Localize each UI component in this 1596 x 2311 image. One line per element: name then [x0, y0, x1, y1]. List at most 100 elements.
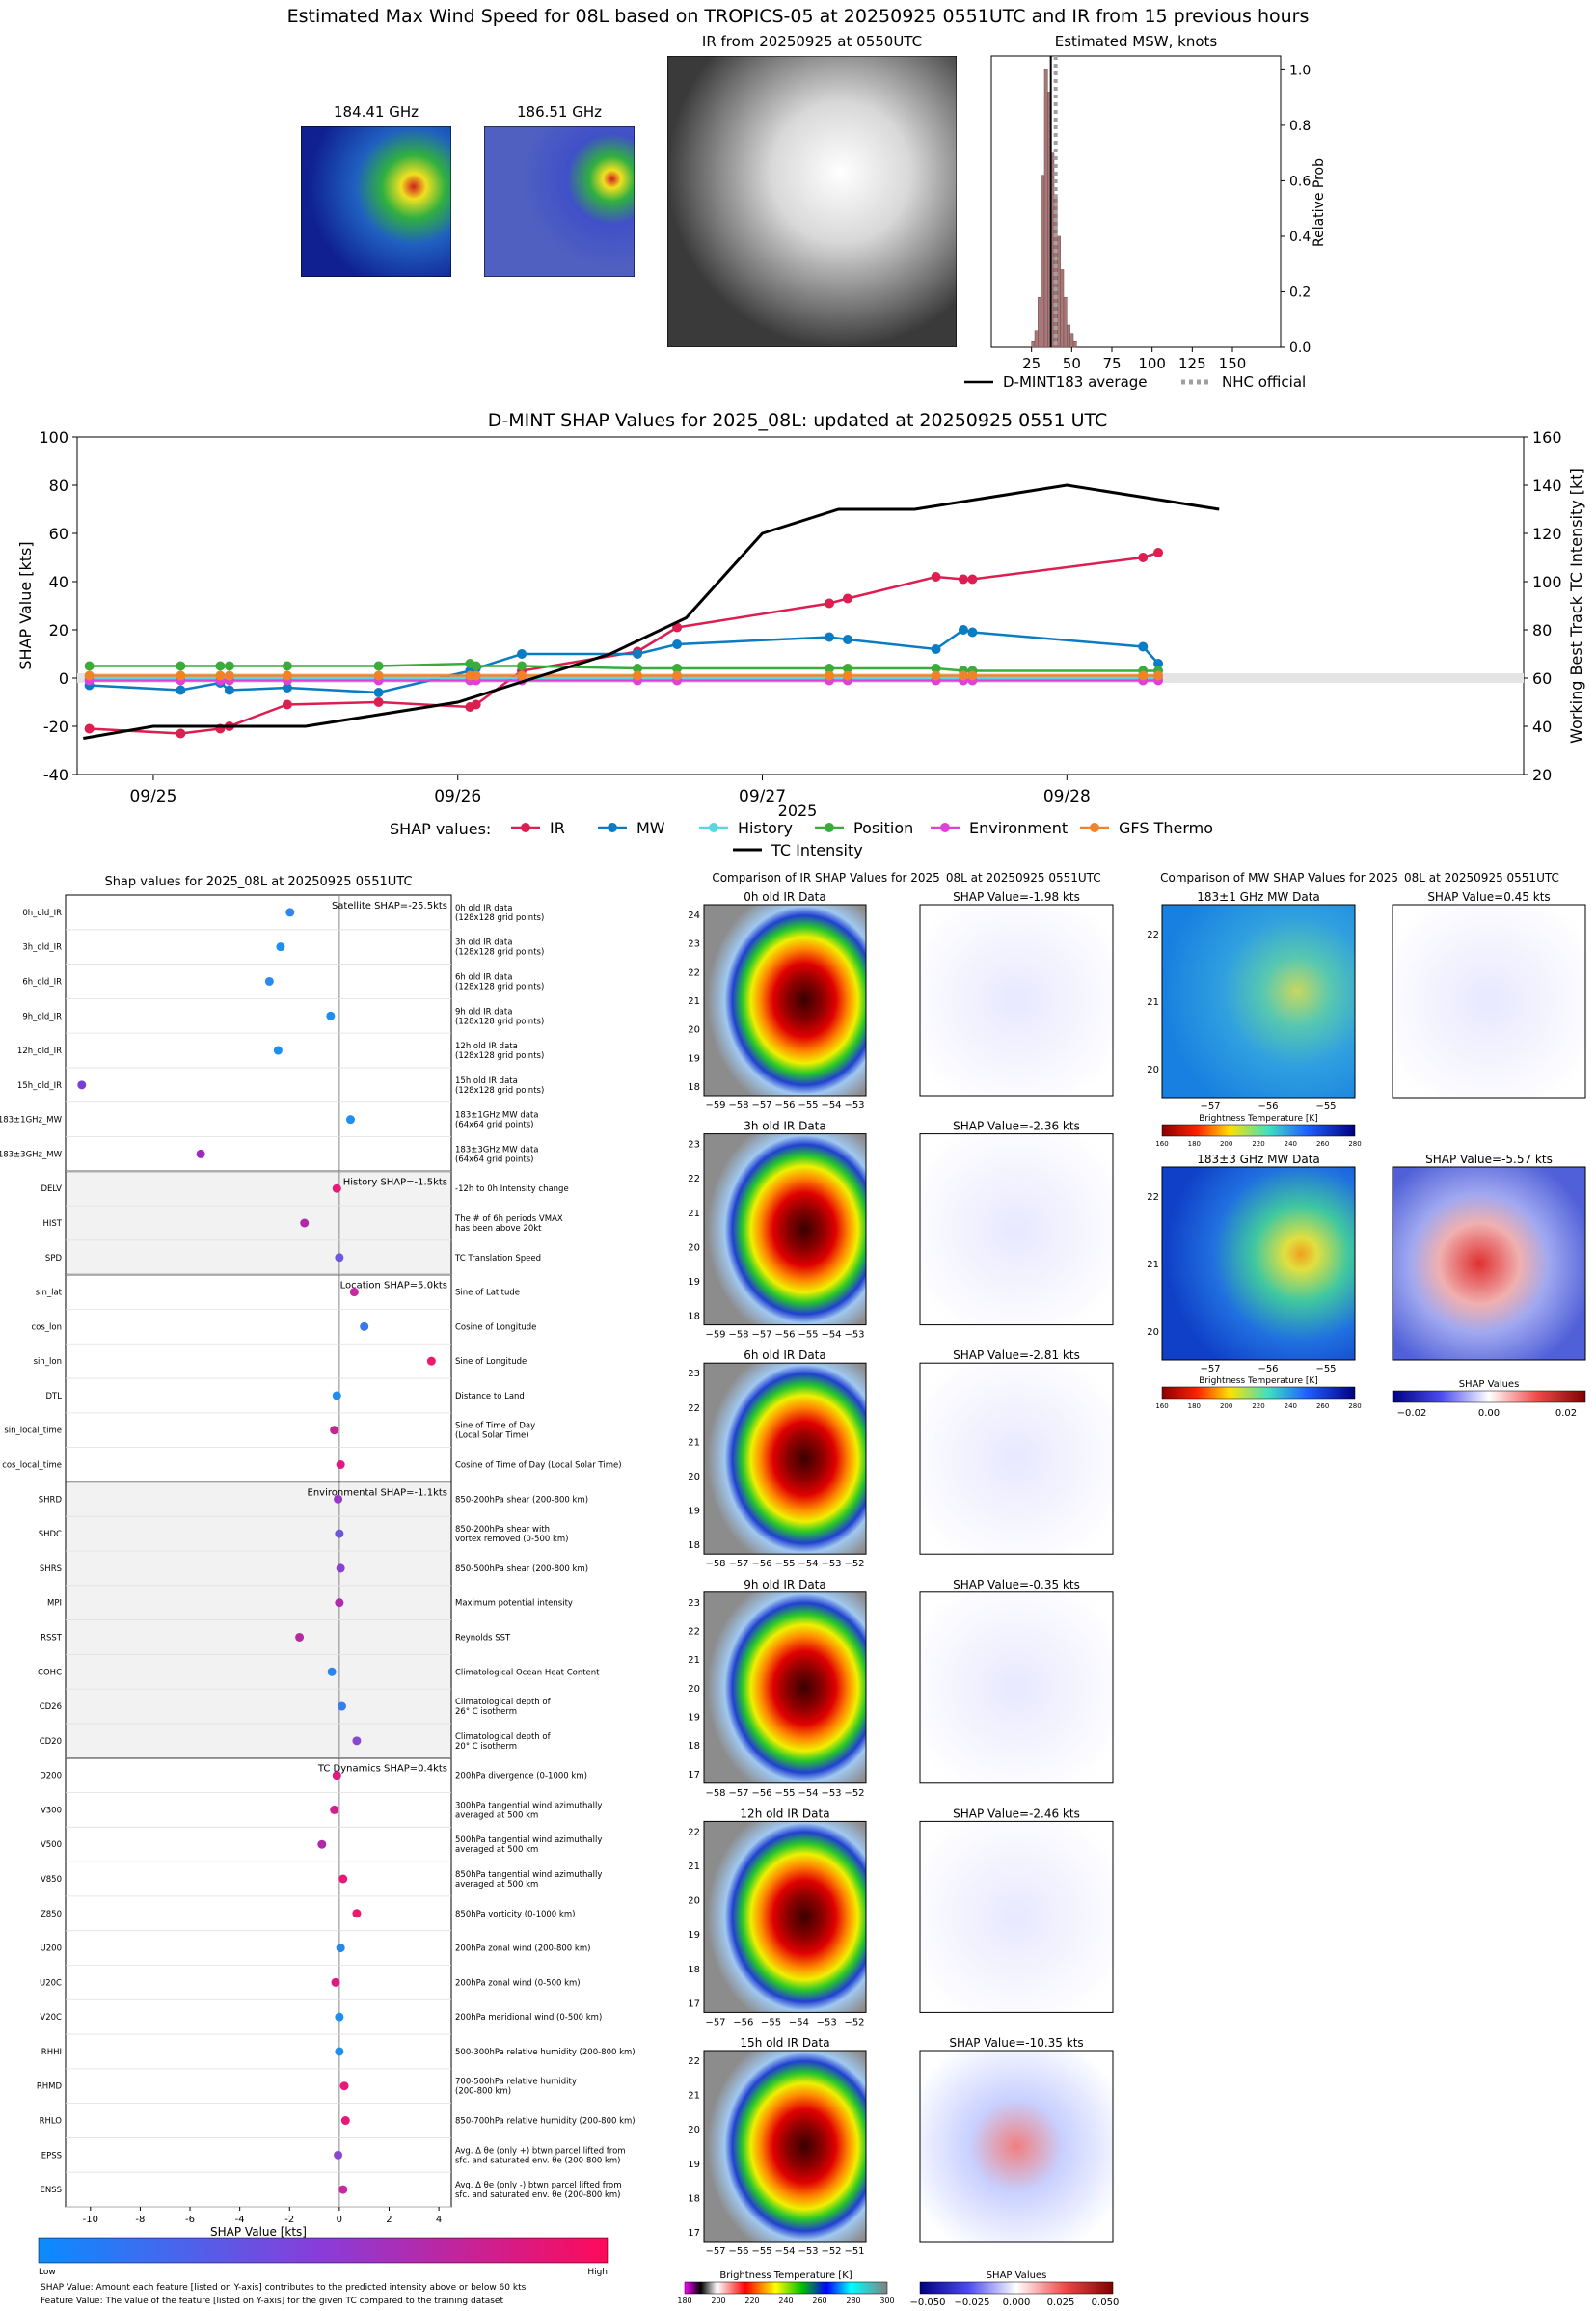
feature-description: 200hPa zonal wind (200-800 km) — [455, 1944, 590, 1954]
feature-description: Climatological Ocean Heat Content — [455, 1668, 600, 1677]
ts-y2tick-label: 160 — [1532, 428, 1562, 447]
ir-shap-image — [919, 1362, 1114, 1555]
ir-ytick-label: 21 — [688, 1209, 700, 1219]
feature-shap-point — [300, 1218, 310, 1228]
ir-shap-title: SHAP Value=-10.35 kts — [949, 2036, 1083, 2050]
ts-legend-label: Position — [853, 819, 913, 837]
ir-xtick-label: −57 — [705, 2017, 725, 2027]
feature-shap-point — [339, 2081, 349, 2091]
ts-point — [967, 670, 978, 681]
ir-xtick-label: −53 — [844, 1101, 864, 1111]
ir-xtick-label: −52 — [821, 2246, 841, 2257]
feature-shap-point — [336, 1563, 345, 1573]
ts-point — [958, 670, 968, 681]
feature-shap-point — [326, 1011, 336, 1020]
feature-shap-point — [335, 1253, 344, 1263]
ts-series-line — [89, 628, 1159, 694]
mw-cbar-label: Brightness Temperature [K] — [1199, 1376, 1318, 1386]
ir-comparison-title: Comparison of IR SHAP Values for 2025_08… — [712, 871, 1100, 884]
ir-xtick-label: −56 — [733, 2017, 753, 2027]
ir-shap-image — [919, 1133, 1114, 1326]
feature-name: V500 — [41, 1840, 62, 1850]
histogram-title: Estimated MSW, knots — [1054, 33, 1218, 50]
feature-name: D200 — [40, 1772, 62, 1781]
feature-description: Distance to Land — [455, 1392, 525, 1401]
feature-chart-title: Shap values for 2025_08L at 20250925 055… — [104, 875, 412, 889]
feature-description: The # of 6h periods VMAX has been above 2… — [454, 1214, 563, 1234]
mw-panel-1-title: 184.41 GHz — [333, 103, 419, 121]
ts-point — [373, 661, 384, 671]
ts-point — [176, 670, 186, 681]
ts-xtick-label: 09/26 — [434, 787, 481, 806]
ts-point — [373, 697, 384, 707]
ts-legend-intensity-label: TC Intensity — [771, 841, 863, 859]
mw-xtick-label: −57 — [1200, 1364, 1220, 1374]
mw-ytick-label: 20 — [1148, 1065, 1159, 1075]
ir-shap-image — [919, 904, 1114, 1097]
ir-shap-cbar-tick: 0.050 — [1092, 2297, 1120, 2308]
ir-data-image — [703, 1591, 867, 1784]
feature-shap-chart: Shap values for 2025_08L at 20250925 055… — [0, 875, 636, 2306]
ir-cbar-tick: 300 — [879, 2297, 894, 2305]
feature-description: Cosine of Time of Day (Local Solar Time) — [455, 1461, 622, 1471]
ts-ytick-label: 80 — [49, 476, 68, 495]
ts-y2tick-label: 120 — [1532, 525, 1562, 543]
ir-xtick-label: −55 — [798, 1330, 818, 1341]
histogram-ytick-label: 0.8 — [1289, 119, 1311, 134]
feature-shap-point — [335, 2012, 344, 2022]
mw-cbar-tick: 220 — [1252, 1402, 1264, 1410]
ts-point — [84, 670, 95, 681]
ir-data-title: 3h old IR Data — [744, 1120, 826, 1133]
ir-shap-image — [919, 1591, 1114, 1784]
feature-shap-point — [360, 1321, 369, 1331]
feature-shap-point — [196, 1149, 205, 1158]
ir-data-image — [703, 1133, 867, 1326]
ir-cbar-tick: 280 — [846, 2297, 860, 2305]
ts-point — [825, 598, 834, 609]
mw-shap-cbar-tick: −0.02 — [1397, 1408, 1427, 1419]
feature-name: RHMD — [37, 2082, 63, 2092]
feature-name: sin_local_time — [4, 1427, 62, 1436]
feature-name: 6h_old_IR — [22, 977, 62, 987]
feature-name: 15h_old_IR — [17, 1081, 62, 1091]
feature-group-label: TC Dynamics SHAP=0.4kts — [317, 1764, 447, 1775]
ts-point — [224, 685, 234, 695]
ir-ytick-label: 19 — [688, 2160, 700, 2170]
ir-ytick-label: 19 — [688, 1930, 700, 1941]
feature-shap-point — [295, 1632, 305, 1642]
ir-ytick-label: 24 — [688, 911, 700, 921]
feature-shap-point — [336, 1460, 345, 1470]
ir-ytick-label: 20 — [688, 1896, 700, 1907]
mw-data-image — [1161, 904, 1356, 1099]
mw-cbar-tick: 280 — [1348, 1402, 1361, 1410]
ir-xtick-label: −53 — [798, 2246, 818, 2257]
histogram-bar — [1041, 175, 1045, 348]
mw-xtick-label: −55 — [1315, 1101, 1336, 1112]
feature-description: -12h to 0h Intensity change — [455, 1184, 569, 1194]
ir-xtick-label: −59 — [705, 1330, 725, 1341]
ir-shap-title: SHAP Value=-2.81 kts — [953, 1348, 1080, 1362]
ir-xtick-label: −56 — [774, 1330, 795, 1341]
ir-ytick-label: 20 — [688, 1684, 700, 1695]
histogram-ytick-label: 0.2 — [1289, 285, 1311, 300]
feature-group-label: Environmental SHAP=-1.1kts — [308, 1487, 448, 1498]
feature-description: Climatological depth of 20° C isotherm — [455, 1732, 552, 1752]
ir-ytick-label: 21 — [688, 2091, 700, 2102]
feature-shap-point — [336, 1944, 345, 1953]
histogram-bar — [1060, 269, 1065, 348]
ts-point — [1153, 548, 1164, 557]
ts-xtick-label: 09/27 — [739, 787, 786, 806]
ir-ytick-label: 21 — [688, 1655, 700, 1666]
ir-shap-image — [919, 2050, 1114, 2243]
ir-data-title: 15h old IR Data — [740, 2036, 829, 2050]
ts-point — [958, 574, 968, 585]
ts-ytick-label: -20 — [43, 718, 68, 736]
ts-point — [825, 670, 834, 681]
feature-shap-point — [334, 2150, 343, 2160]
ts-point — [825, 664, 834, 673]
feature-shap-point — [334, 1494, 343, 1504]
ir-ytick-label: 18 — [688, 1741, 700, 1752]
histogram-bar — [1067, 324, 1070, 348]
feature-colorbar-high: High — [587, 2268, 608, 2277]
ts-xlabel: 2025 — [778, 802, 818, 820]
